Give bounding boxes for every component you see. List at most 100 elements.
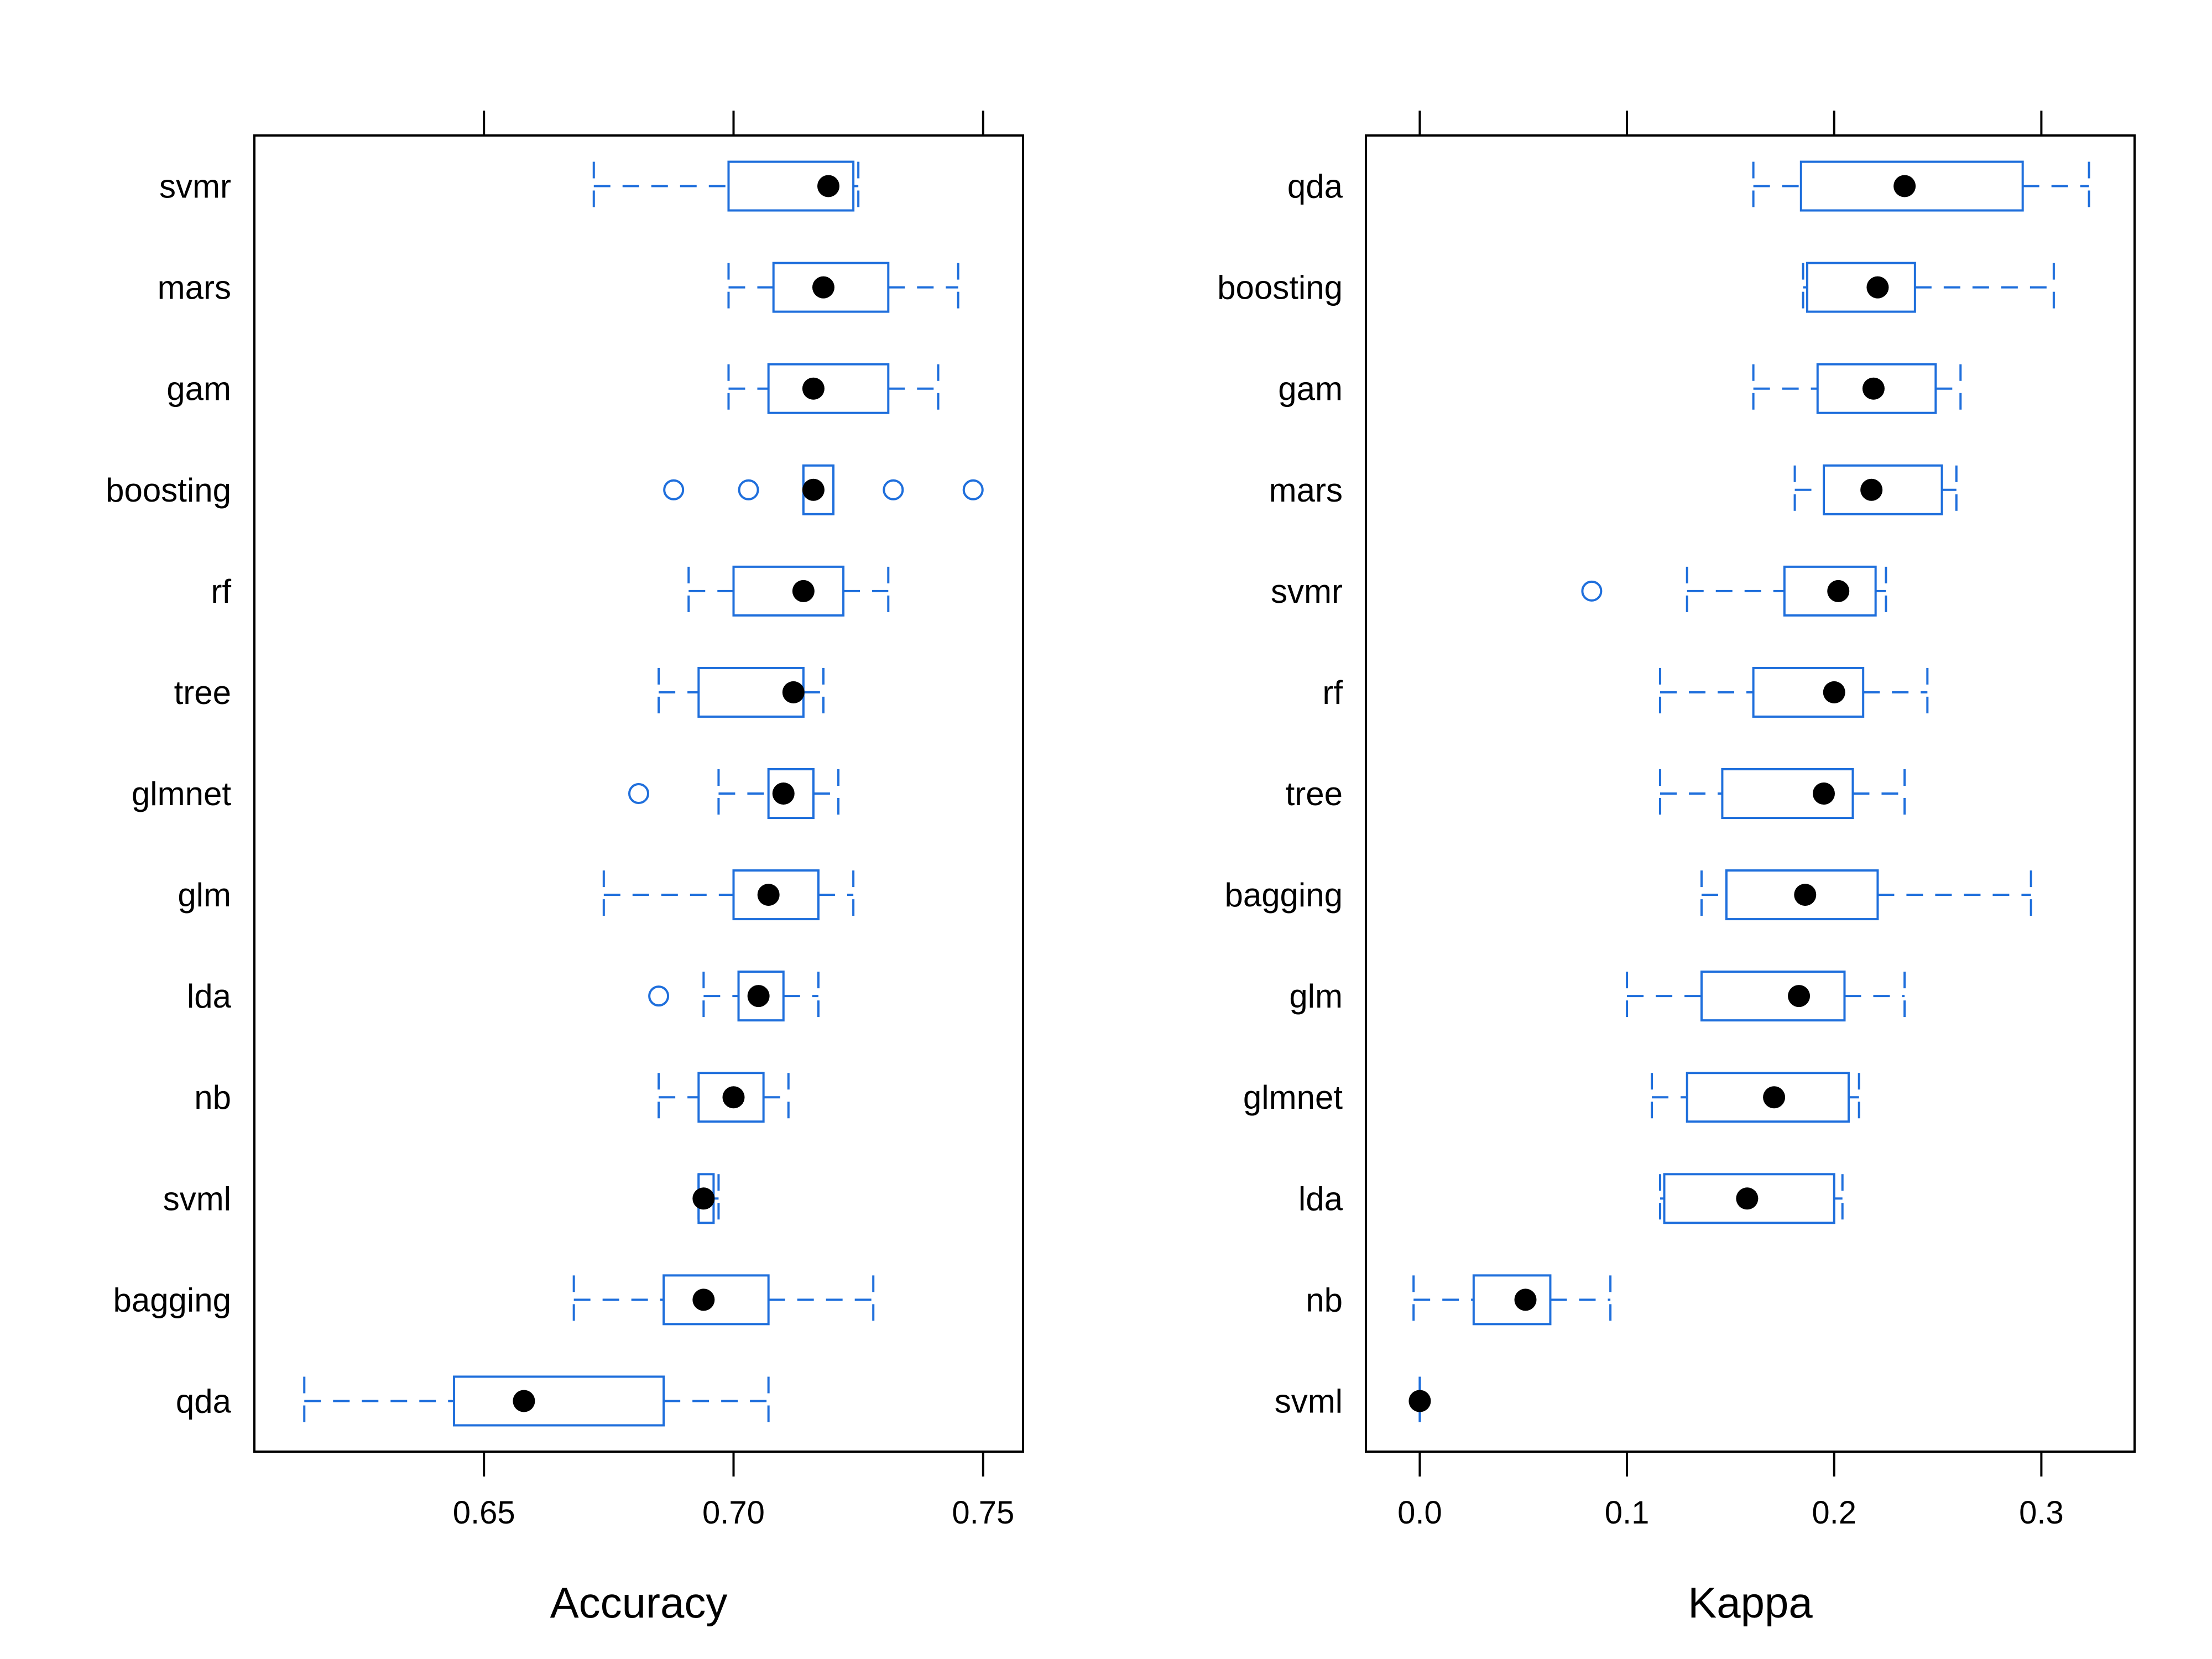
median-dot <box>782 681 805 703</box>
category-label: glm <box>178 877 231 914</box>
box-row-rf: rf <box>211 565 890 617</box>
iqr-box <box>1700 971 1846 1022</box>
x-tick-label: 0.3 <box>2019 1495 2064 1531</box>
category-label: svml <box>1275 1383 1343 1420</box>
median-dot <box>1893 175 1916 197</box>
median-dot <box>1514 1288 1537 1311</box>
iqr-box <box>662 1274 770 1326</box>
median-dot <box>1862 377 1885 400</box>
median-dot <box>812 276 834 299</box>
box-row-gam: gam <box>166 363 940 414</box>
outlier-point <box>738 479 759 500</box>
x-tick-label: 0.70 <box>702 1495 765 1531</box>
box-row-glm: glm <box>178 869 855 921</box>
box-row-glmnet: glmnet <box>1243 1072 1860 1123</box>
box-row-glmnet: glmnet <box>132 768 840 819</box>
x-tick-label: 0.1 <box>1605 1495 1650 1531</box>
box-row-mars: mars <box>1269 464 1958 515</box>
box-row-boosting: boosting <box>1217 262 2055 313</box>
box-row-svml: svml <box>163 1173 720 1224</box>
category-label: nb <box>1306 1281 1343 1318</box>
iqr-box <box>453 1375 665 1427</box>
outlier-point <box>883 479 904 500</box>
iqr-box <box>1823 464 1943 515</box>
box-row-svml: svml <box>1275 1376 1431 1426</box>
box-row-qda: qda <box>1287 160 2090 212</box>
x-tick-label: 0.0 <box>1397 1495 1442 1531</box>
category-label: qda <box>1287 168 1343 205</box>
median-dot <box>1860 478 1883 501</box>
category-label: bagging <box>113 1281 231 1318</box>
box-row-nb: nb <box>1306 1274 1612 1326</box>
x-tick-label: 0.75 <box>952 1495 1014 1531</box>
category-label: gam <box>166 371 231 408</box>
median-dot <box>722 1086 745 1109</box>
median-dot <box>1827 580 1850 602</box>
category-label: nb <box>194 1079 231 1116</box>
median-dot <box>1866 276 1889 299</box>
iqr-box <box>1721 768 1854 819</box>
category-label: boosting <box>1217 269 1343 306</box>
median-dot <box>802 478 825 501</box>
iqr-box <box>767 363 890 414</box>
panel-accuracy: 0.65 0.70 0.75 Accuracy svmr mars gam boosting r… <box>106 111 1024 1627</box>
median-dot <box>692 1187 715 1210</box>
category-label: qda <box>176 1383 232 1420</box>
outlier-point <box>628 783 649 804</box>
category-label: lda <box>187 978 232 1015</box>
category-label: glmnet <box>132 775 231 812</box>
box-row-rf: rf <box>1322 666 1929 718</box>
box-row-tree: tree <box>1286 768 1906 819</box>
category-label: glmnet <box>1243 1079 1343 1116</box>
category-label: mars <box>158 269 231 306</box>
outlier-point <box>962 479 984 500</box>
median-dot <box>513 1390 535 1412</box>
median-dot <box>1788 985 1811 1008</box>
category-label: bagging <box>1224 877 1343 914</box>
box-row-svmr: svmr <box>1271 565 1887 617</box>
category-label: glm <box>1289 978 1343 1015</box>
median-dot <box>692 1288 715 1311</box>
category-label: boosting <box>106 472 231 509</box>
plot-frame <box>253 134 1024 1453</box>
box-row-lda: lda <box>187 971 820 1022</box>
category-label: tree <box>1286 775 1343 812</box>
box-row-mars: mars <box>158 262 959 313</box>
iqr-box <box>1752 666 1865 718</box>
box-row-glm: glm <box>1289 971 1906 1022</box>
median-dot <box>747 985 770 1008</box>
x-tick-label: 0.2 <box>1812 1495 1856 1531</box>
box-row-boosting: boosting <box>106 464 984 515</box>
category-label: gam <box>1278 371 1343 408</box>
category-label: svmr <box>159 168 231 205</box>
x-tick-label: 0.65 <box>453 1495 515 1531</box>
median-dot <box>1823 681 1845 703</box>
panel-kappa: 0.0 0.1 0.2 0.3 Kappa qda boosting gam mars svmr r… <box>1217 111 2136 1627</box>
iqr-box <box>732 565 845 617</box>
box-row-bagging: bagging <box>1224 869 2032 921</box>
outlier-point <box>648 985 670 1007</box>
outlier-point <box>1581 580 1603 602</box>
plot-frame <box>1365 134 2136 1453</box>
category-label: mars <box>1269 472 1343 509</box>
box-row-nb: nb <box>194 1072 790 1123</box>
box-row-gam: gam <box>1278 363 1962 414</box>
box-row-bagging: bagging <box>113 1274 875 1326</box>
box-row-qda: qda <box>176 1375 770 1427</box>
iqr-box <box>1806 262 1916 313</box>
median-dot <box>1813 782 1835 805</box>
median-dot <box>1763 1086 1786 1109</box>
category-label: svml <box>163 1180 231 1217</box>
iqr-box <box>1472 1274 1552 1326</box>
category-label: rf <box>1322 674 1343 711</box>
median-dot <box>1408 1390 1431 1412</box>
category-label: rf <box>211 573 231 610</box>
median-dot <box>772 782 795 805</box>
box-row-tree: tree <box>174 666 825 718</box>
median-dot <box>1736 1187 1759 1210</box>
category-label: svmr <box>1271 573 1343 610</box>
box-row-lda: lda <box>1298 1173 1844 1224</box>
median-dot <box>1794 884 1817 906</box>
category-label: tree <box>174 674 231 711</box>
